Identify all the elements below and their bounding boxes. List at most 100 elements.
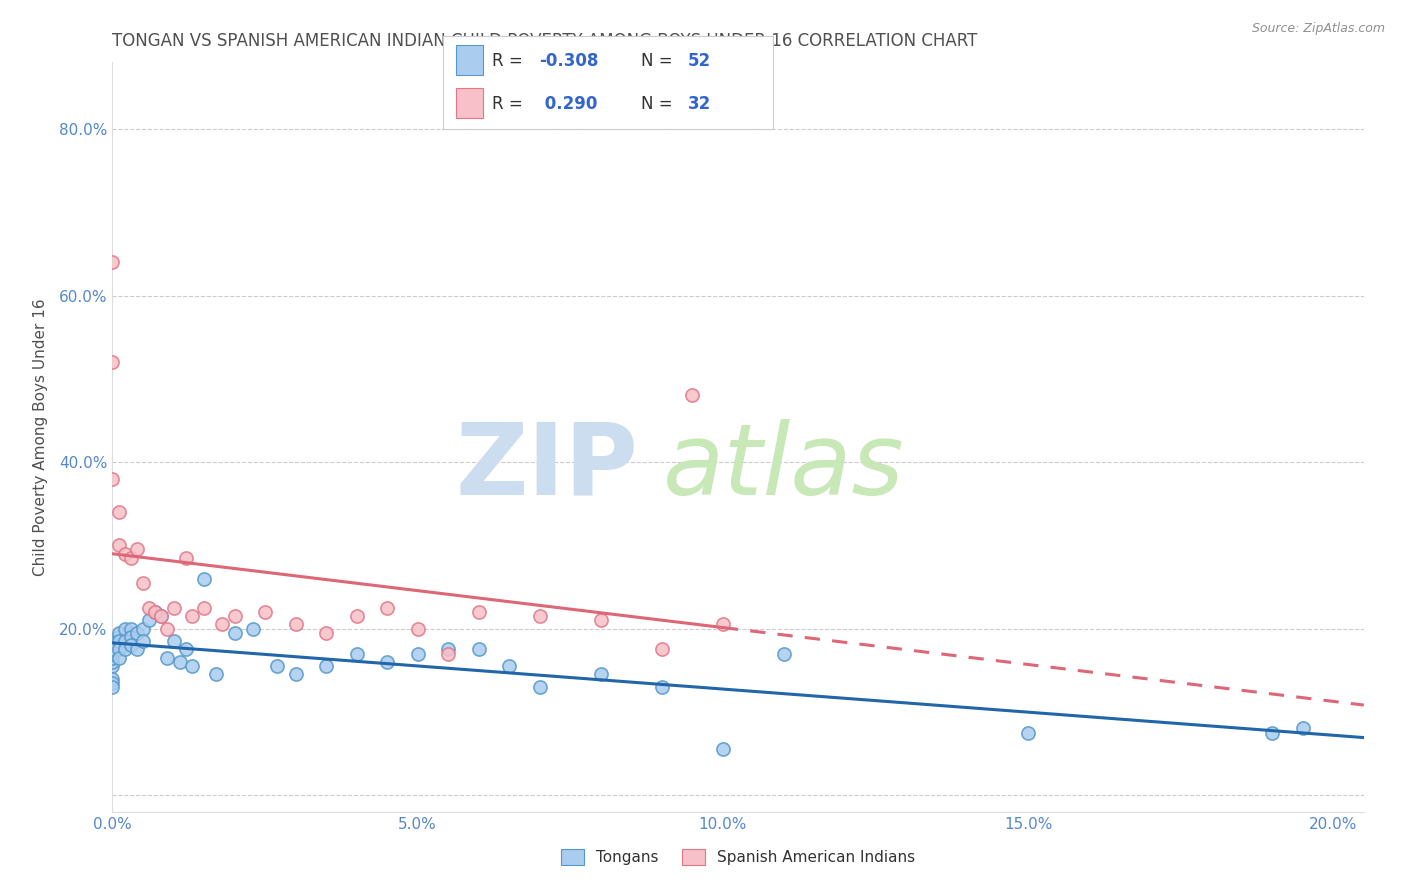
Text: N =: N = (641, 52, 678, 70)
Point (101, 472, 124, 486)
Point (529, 609, 551, 624)
Point (174, 642, 197, 657)
Point (711, 742, 734, 756)
Point (101, 355, 124, 369)
Point (107, 538, 129, 552)
Text: R =: R = (492, 52, 529, 70)
Text: N =: N = (641, 95, 678, 113)
Point (114, 622, 136, 636)
Point (284, 617, 307, 632)
Y-axis label: Child Poverty Among Boys Under 16: Child Poverty Among Boys Under 16 (32, 298, 48, 576)
Point (589, 667, 612, 681)
Legend: Tongans, Spanish American Indians: Tongans, Spanish American Indians (555, 843, 921, 871)
Point (529, 680, 551, 694)
Point (101, 642, 124, 657)
Point (101, 672, 124, 686)
Point (211, 617, 233, 632)
Text: 32: 32 (688, 95, 710, 113)
Point (193, 600, 215, 615)
Point (132, 575, 155, 590)
Point (150, 609, 173, 624)
Point (120, 638, 142, 652)
Point (681, 388, 703, 402)
Point (346, 609, 368, 624)
Point (107, 630, 129, 644)
Point (242, 622, 264, 636)
Point (589, 613, 612, 627)
Point (1261, 725, 1284, 739)
Point (773, 647, 796, 661)
Point (224, 609, 246, 624)
Text: 0.290: 0.290 (538, 95, 598, 113)
Text: Source: ZipAtlas.com: Source: ZipAtlas.com (1251, 22, 1385, 36)
Point (125, 642, 148, 657)
Point (375, 600, 398, 615)
Point (498, 659, 520, 673)
Point (107, 634, 129, 648)
Point (174, 550, 197, 565)
Text: 52: 52 (688, 52, 710, 70)
Text: R =: R = (492, 95, 529, 113)
Point (651, 642, 673, 657)
Point (143, 605, 166, 619)
Point (107, 505, 129, 519)
Point (1017, 725, 1039, 739)
Point (375, 655, 398, 669)
Point (114, 642, 136, 657)
Point (406, 622, 429, 636)
Text: ZIP: ZIP (456, 418, 638, 516)
Point (437, 642, 460, 657)
Point (467, 642, 489, 657)
Point (107, 625, 129, 640)
Point (120, 630, 142, 644)
Point (125, 625, 148, 640)
Point (114, 634, 136, 648)
Point (101, 655, 124, 669)
Point (315, 625, 337, 640)
Point (125, 542, 148, 557)
Point (467, 605, 489, 619)
Bar (456, 45, 482, 75)
Point (254, 605, 277, 619)
Point (315, 659, 337, 673)
Point (406, 647, 429, 661)
Point (180, 609, 202, 624)
Point (266, 659, 288, 673)
Point (114, 547, 136, 561)
Point (101, 647, 124, 661)
Point (138, 600, 160, 615)
Point (101, 675, 124, 690)
Point (651, 680, 673, 694)
Point (156, 622, 179, 636)
Point (169, 655, 191, 669)
Point (205, 667, 228, 681)
Point (120, 550, 142, 565)
Point (138, 613, 160, 627)
Point (107, 642, 129, 657)
Point (437, 647, 460, 661)
Point (132, 634, 155, 648)
Point (132, 622, 155, 636)
Point (101, 659, 124, 673)
Point (193, 572, 215, 586)
Text: atlas: atlas (664, 418, 904, 516)
Point (143, 605, 166, 619)
Point (101, 680, 124, 694)
Point (162, 634, 184, 648)
Point (107, 650, 129, 665)
Point (156, 650, 179, 665)
Point (101, 255, 124, 269)
Point (346, 647, 368, 661)
Point (101, 650, 124, 665)
Text: TONGAN VS SPANISH AMERICAN INDIAN CHILD POVERTY AMONG BOYS UNDER 16 CORRELATION : TONGAN VS SPANISH AMERICAN INDIAN CHILD … (112, 32, 977, 50)
Point (224, 625, 246, 640)
Point (162, 600, 184, 615)
Bar (456, 88, 482, 118)
Point (150, 609, 173, 624)
Point (711, 617, 734, 632)
Point (120, 622, 142, 636)
Point (1292, 722, 1315, 736)
Text: -0.308: -0.308 (538, 52, 598, 70)
Point (180, 659, 202, 673)
Point (284, 667, 307, 681)
